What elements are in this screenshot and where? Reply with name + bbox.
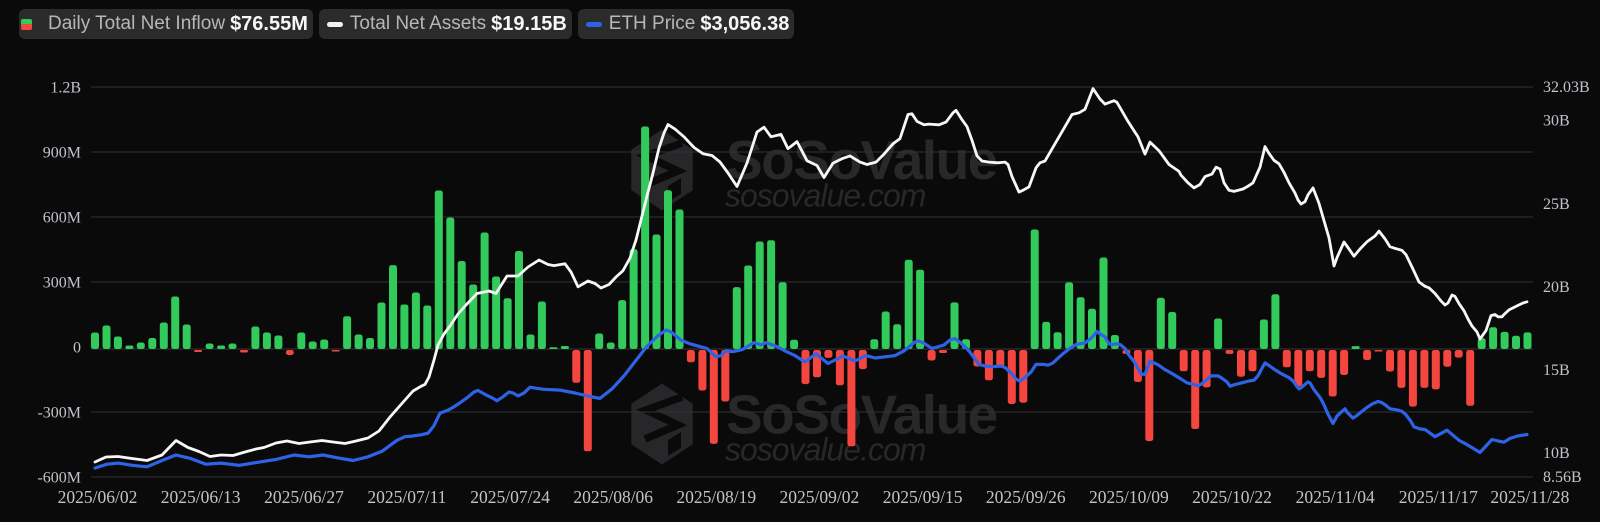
svg-text:2025/11/04: 2025/11/04 [1296,487,1375,507]
svg-text:2025/08/19: 2025/08/19 [676,487,756,507]
svg-text:2025/07/24: 2025/07/24 [470,487,550,507]
svg-text:2025/09/02: 2025/09/02 [780,487,860,507]
svg-text:2025/09/26: 2025/09/26 [986,487,1066,507]
svg-text:-300M: -300M [37,405,81,422]
svg-text:2025/08/06: 2025/08/06 [573,487,653,507]
svg-text:32.03B: 32.03B [1543,79,1590,96]
svg-text:2025/07/11: 2025/07/11 [367,487,446,507]
svg-text:2025/06/02: 2025/06/02 [58,487,138,507]
svg-text:900M: 900M [43,145,81,162]
svg-text:1.2B: 1.2B [50,80,81,97]
svg-text:15B: 15B [1543,362,1570,379]
svg-text:10B: 10B [1543,445,1570,462]
svg-text:2025/10/22: 2025/10/22 [1192,487,1272,507]
svg-text:2025/10/09: 2025/10/09 [1089,487,1169,507]
svg-text:0: 0 [73,340,81,357]
svg-text:2025/11/28: 2025/11/28 [1490,487,1569,507]
svg-text:300M: 300M [43,275,81,292]
svg-text:SoSoValue: SoSoValue [726,384,997,446]
svg-text:600M: 600M [43,210,81,227]
svg-text:SoSoValue: SoSoValue [726,129,997,191]
svg-text:2025/09/15: 2025/09/15 [883,487,963,507]
svg-text:2025/06/27: 2025/06/27 [264,487,344,507]
svg-text:sosovalue.com: sosovalue.com [725,178,926,214]
svg-text:2025/06/13: 2025/06/13 [161,487,241,507]
svg-text:sosovalue.com: sosovalue.com [725,432,926,468]
svg-text:30B: 30B [1543,113,1570,130]
svg-text:-600M: -600M [37,470,81,487]
svg-text:2025/11/17: 2025/11/17 [1399,487,1478,507]
svg-text:8.56B: 8.56B [1543,469,1582,486]
svg-text:25B: 25B [1543,196,1570,213]
svg-text:20B: 20B [1543,279,1570,296]
